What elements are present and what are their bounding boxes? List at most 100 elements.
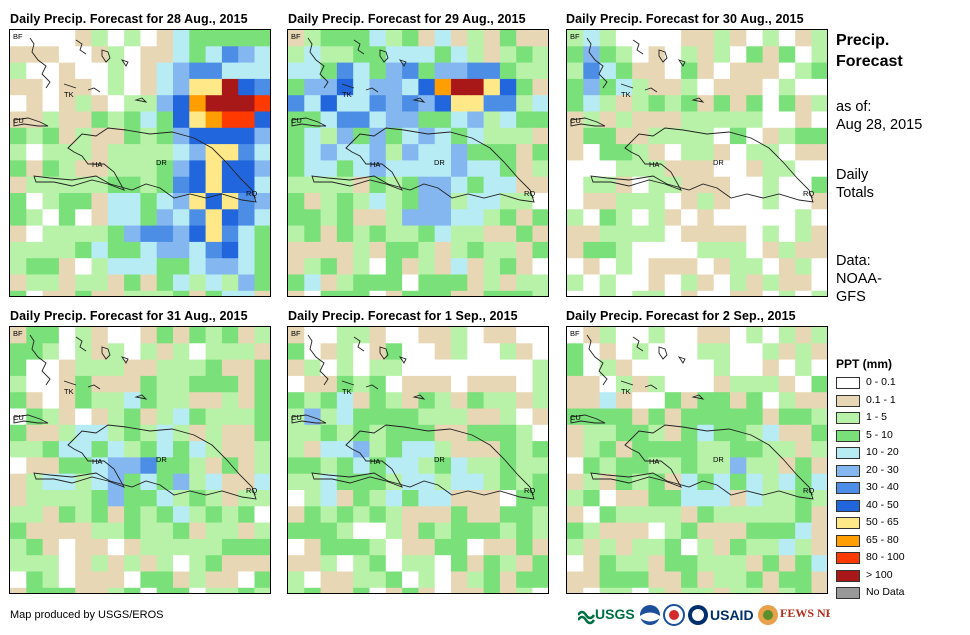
precip-cell [467,95,485,113]
precip-cell [746,457,764,475]
precip-cell [91,241,109,259]
precip-cell [173,522,190,540]
precip-cell [320,144,338,161]
precip-cell [746,506,764,524]
precip-cell [599,327,617,344]
precip-cell [156,30,174,47]
precip-cell [156,160,174,178]
precip-cell [369,258,387,276]
precip-cell [107,424,125,442]
precip-cell [532,225,548,243]
precip-cell [532,506,548,524]
precip-map-1sep: BF TK CU HA DR RQ [287,326,549,594]
precip-cell [434,441,452,458]
precip-cell [467,457,485,475]
precip-cell [26,522,44,540]
precip-cell [434,327,452,344]
precip-cell [664,225,682,243]
precip-cell [42,176,60,194]
precip-cell [681,457,698,475]
precip-cell [532,538,548,556]
precip-cell [221,144,239,161]
precip-cell [254,506,270,524]
precip-map-29aug: BF TK CU HA DR RQ [287,29,549,297]
precip-cell [516,241,534,259]
precip-cell [336,587,354,593]
precip-cell [173,127,190,145]
precip-cell [713,359,731,377]
precip-cell [795,408,813,426]
precip-cell [615,209,633,227]
precip-cell [811,555,827,573]
precip-cell [467,111,485,129]
precip-cell [205,392,223,410]
precip-cell [483,160,501,178]
precip-cell [664,95,682,113]
precip-cell [567,506,584,524]
precip-cell [254,78,270,96]
map-label-dr: DR [434,158,445,167]
precip-cell [467,375,485,393]
precip-cell [10,209,27,227]
precip-cell [681,95,698,113]
precip-cell [467,160,485,178]
precip-cell [221,587,239,593]
precip-cell [107,555,125,573]
precip-cell [762,473,780,491]
precip-cell [353,225,371,243]
precip-cell [499,225,517,243]
precip-cell [648,408,666,426]
precip-cell [221,555,239,573]
precip-cell [254,343,270,361]
precip-cell [124,506,141,524]
precip-cell [10,506,27,524]
precip-cell [238,144,256,161]
precip-cell [385,327,403,344]
precip-cell [140,241,158,259]
precip-cell [746,111,764,129]
precip-cell [762,343,780,361]
precip-cell [221,392,239,410]
precip-cell [254,144,270,161]
precip-cell [467,392,485,410]
precip-cell [762,241,780,259]
precip-cell [353,490,371,507]
precip-cell [451,441,468,458]
precip-cell [385,62,403,80]
precip-cell [402,274,419,292]
precip-cell [483,241,501,259]
precip-cell [516,522,534,540]
precip-cell [402,457,419,475]
precip-cell [254,408,270,426]
precip-cell [632,392,650,410]
precip-cell [124,587,141,593]
precip-cell [320,392,338,410]
precip-cell [353,127,371,145]
precip-cell [746,375,764,393]
precip-cell [320,46,338,64]
precip-cell [205,30,223,47]
precip-map-30aug: BF TK CU HA DR RQ [566,29,828,297]
precip-cell [107,457,125,475]
precip-cell [42,46,60,64]
precip-cell [402,327,419,344]
precip-cell [107,392,125,410]
precip-cell [583,78,601,96]
precip-cell [451,176,468,194]
precip-cell [713,457,731,475]
precip-cell [681,571,698,589]
precip-cell [418,490,436,507]
legend-swatch [836,447,860,459]
precip-cell [288,225,305,243]
precip-cell [173,274,190,292]
precip-cell [499,95,517,113]
precip-cell [599,258,617,276]
precip-cell [762,95,780,113]
precip-cell [189,209,207,227]
precip-cell [221,538,239,556]
precip-cell [58,209,76,227]
precip-cell [91,258,109,276]
precip-cell [451,144,468,161]
precip-cell [730,290,747,296]
precip-cell [91,327,109,344]
